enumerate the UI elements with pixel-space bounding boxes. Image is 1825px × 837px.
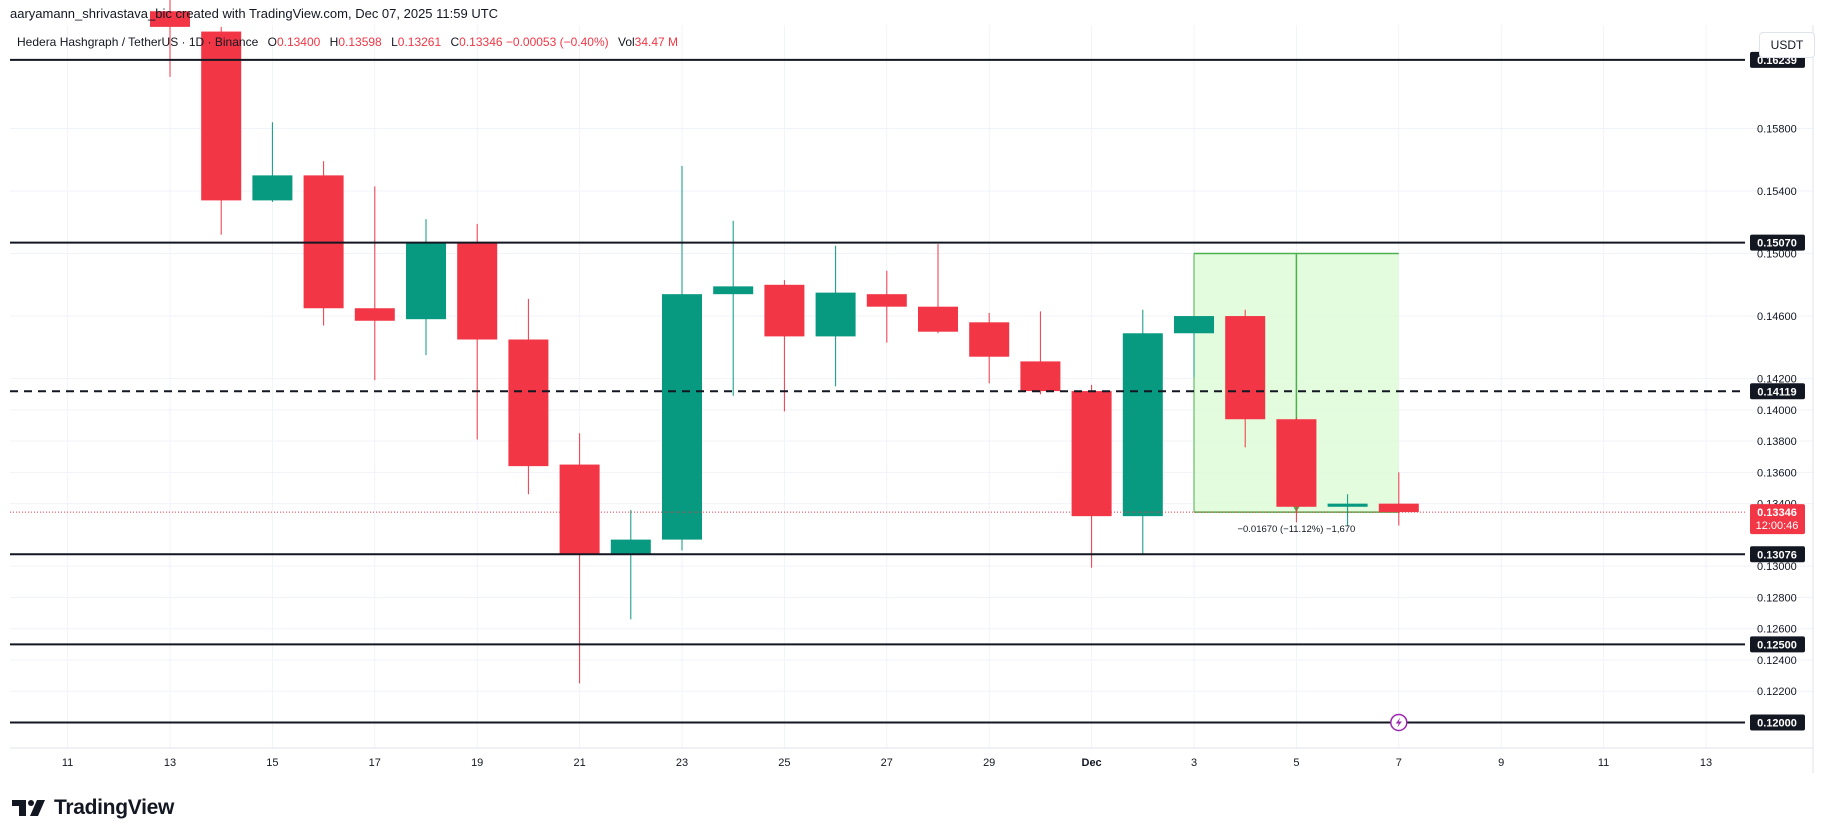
y-tick-label: 0.12200 — [1757, 686, 1797, 698]
tradingview-logo-icon — [12, 800, 45, 816]
x-tick-label: 7 — [1396, 757, 1402, 769]
level-price-badge — [1750, 714, 1805, 731]
candle-body[interactable] — [764, 284, 805, 337]
candle-body[interactable] — [559, 464, 600, 554]
y-tick-label: 0.14600 — [1757, 311, 1797, 323]
x-tick-label: 29 — [983, 757, 995, 769]
close-label: C — [450, 35, 460, 49]
x-tick-label: 13 — [164, 757, 176, 769]
candle-body[interactable] — [150, 11, 190, 27]
x-tick-label: 23 — [676, 757, 688, 769]
candle-body[interactable] — [1122, 333, 1163, 517]
y-tick-label: 0.13800 — [1757, 436, 1797, 448]
brand-name: TradingView — [54, 796, 175, 819]
level-price-label: 0.15070 — [1757, 238, 1797, 250]
x-tick-label: 13 — [1700, 757, 1712, 769]
y-tick-label: 0.14000 — [1757, 405, 1797, 417]
currency-button[interactable]: USDT — [1759, 32, 1815, 58]
high-label: H — [329, 35, 339, 49]
open-label: O — [267, 35, 277, 49]
level-price-badge — [1750, 234, 1805, 251]
close-value: 0.13346 −0.00053 (−0.40%) — [459, 35, 609, 49]
candle-body[interactable] — [1327, 503, 1368, 507]
x-tick-label: 3 — [1191, 757, 1197, 769]
candle-body[interactable] — [713, 286, 754, 295]
candle-body[interactable] — [508, 339, 549, 467]
price-axis: 0.15800 0.15400 0.15000 0.14600 0.14200 0.140… — [1757, 123, 1797, 698]
x-tick-label: 19 — [471, 757, 483, 769]
candle-body[interactable] — [457, 242, 498, 340]
candle-body[interactable] — [1071, 391, 1112, 517]
level-price-label: 0.14119 — [1757, 386, 1796, 398]
y-tick-label: 0.12600 — [1757, 624, 1797, 636]
x-tick-label: 27 — [881, 757, 893, 769]
candle-body[interactable] — [918, 306, 958, 332]
high-value: 0.13598 — [338, 35, 382, 49]
candle-body[interactable] — [1225, 316, 1266, 420]
low-label: L — [391, 35, 398, 49]
volume-label: Vol — [617, 35, 635, 49]
candle-body[interactable] — [969, 322, 1010, 357]
candle-body[interactable] — [252, 175, 293, 201]
y-tick-label: 0.13000 — [1757, 561, 1797, 573]
created-date: Dec 07, 2025 11:59 UTC — [355, 6, 499, 21]
x-tick-label: 9 — [1498, 757, 1504, 769]
x-tick-label: 17 — [369, 757, 381, 769]
chart-attribution: aaryamann_shrivastava_bic created with T… — [10, 6, 498, 21]
x-tick-label: 25 — [778, 757, 790, 769]
author-name: aaryamann_shrivastava_bic — [10, 6, 172, 21]
candle-body[interactable] — [1378, 503, 1419, 513]
x-tick-label: Dec — [1082, 757, 1102, 769]
candle-body[interactable] — [354, 308, 395, 321]
low-value: 0.13261 — [397, 35, 442, 49]
brand-logo: TradingView — [12, 796, 174, 820]
candle-body[interactable] — [1276, 419, 1317, 507]
level-price-label: 0.13076 — [1757, 549, 1797, 561]
x-tick-label: 11 — [1598, 757, 1609, 769]
level-price-badge — [1750, 383, 1805, 400]
x-tick-label: 5 — [1293, 757, 1299, 769]
x-tick-label: 21 — [573, 757, 585, 769]
candle-body[interactable] — [1020, 361, 1061, 392]
y-tick-label: 0.12400 — [1757, 655, 1797, 667]
level-price-badge — [1750, 546, 1805, 563]
y-tick-label: 0.14200 — [1757, 374, 1797, 386]
measure-label: −0.01670 (−11.12%) −1,670 — [1237, 524, 1355, 535]
created-with: created with TradingView.com, — [175, 6, 352, 21]
level-price-label: 0.12500 — [1757, 639, 1797, 651]
candle-body[interactable] — [1174, 316, 1214, 334]
y-tick-label: 0.15400 — [1757, 186, 1797, 198]
candle-body[interactable] — [815, 292, 856, 337]
symbol-title[interactable]: Hedera Hashgraph / TetherUS · 1D · Binan… — [17, 35, 259, 49]
y-tick-label: 0.15800 — [1757, 123, 1797, 135]
candle-body[interactable] — [201, 31, 242, 201]
chart-grid — [10, 25, 1813, 748]
level-price-label: 0.16239 — [1757, 55, 1797, 67]
level-labels: 0.16239 0.15070 0.14119 0.13076 0.12500 0.120… — [1750, 51, 1805, 731]
volume-value: 34.47 M — [634, 35, 679, 49]
last-price-label: 0.13346 — [1757, 507, 1797, 519]
lightning-icon[interactable] — [1390, 713, 1408, 732]
ohlc-legend: Hedera Hashgraph / TetherUS · 1D · Binan… — [17, 35, 678, 49]
x-tick-label: 11 — [62, 757, 73, 769]
candle-body[interactable] — [662, 294, 702, 540]
bar-countdown-label: 12:00:46 — [1756, 520, 1799, 532]
candle-body[interactable] — [406, 242, 446, 320]
y-tick-label: 0.15000 — [1757, 249, 1797, 261]
x-tick-label: 15 — [266, 757, 278, 769]
time-axis: 11 13 15 17 19 21 23 25 27 29 Dec 3 5 7 9 11 13 — [62, 757, 1712, 769]
y-tick-label: 0.12800 — [1757, 592, 1797, 604]
horizontal-levels — [10, 58, 1745, 724]
level-price-badge — [1750, 636, 1805, 653]
candle-body[interactable] — [610, 539, 651, 554]
open-value: 0.13400 — [276, 35, 321, 49]
y-tick-label: 0.13600 — [1757, 467, 1797, 479]
candle-body[interactable] — [866, 294, 907, 307]
last-price-badge — [1750, 504, 1805, 535]
level-price-label: 0.12000 — [1757, 717, 1797, 729]
